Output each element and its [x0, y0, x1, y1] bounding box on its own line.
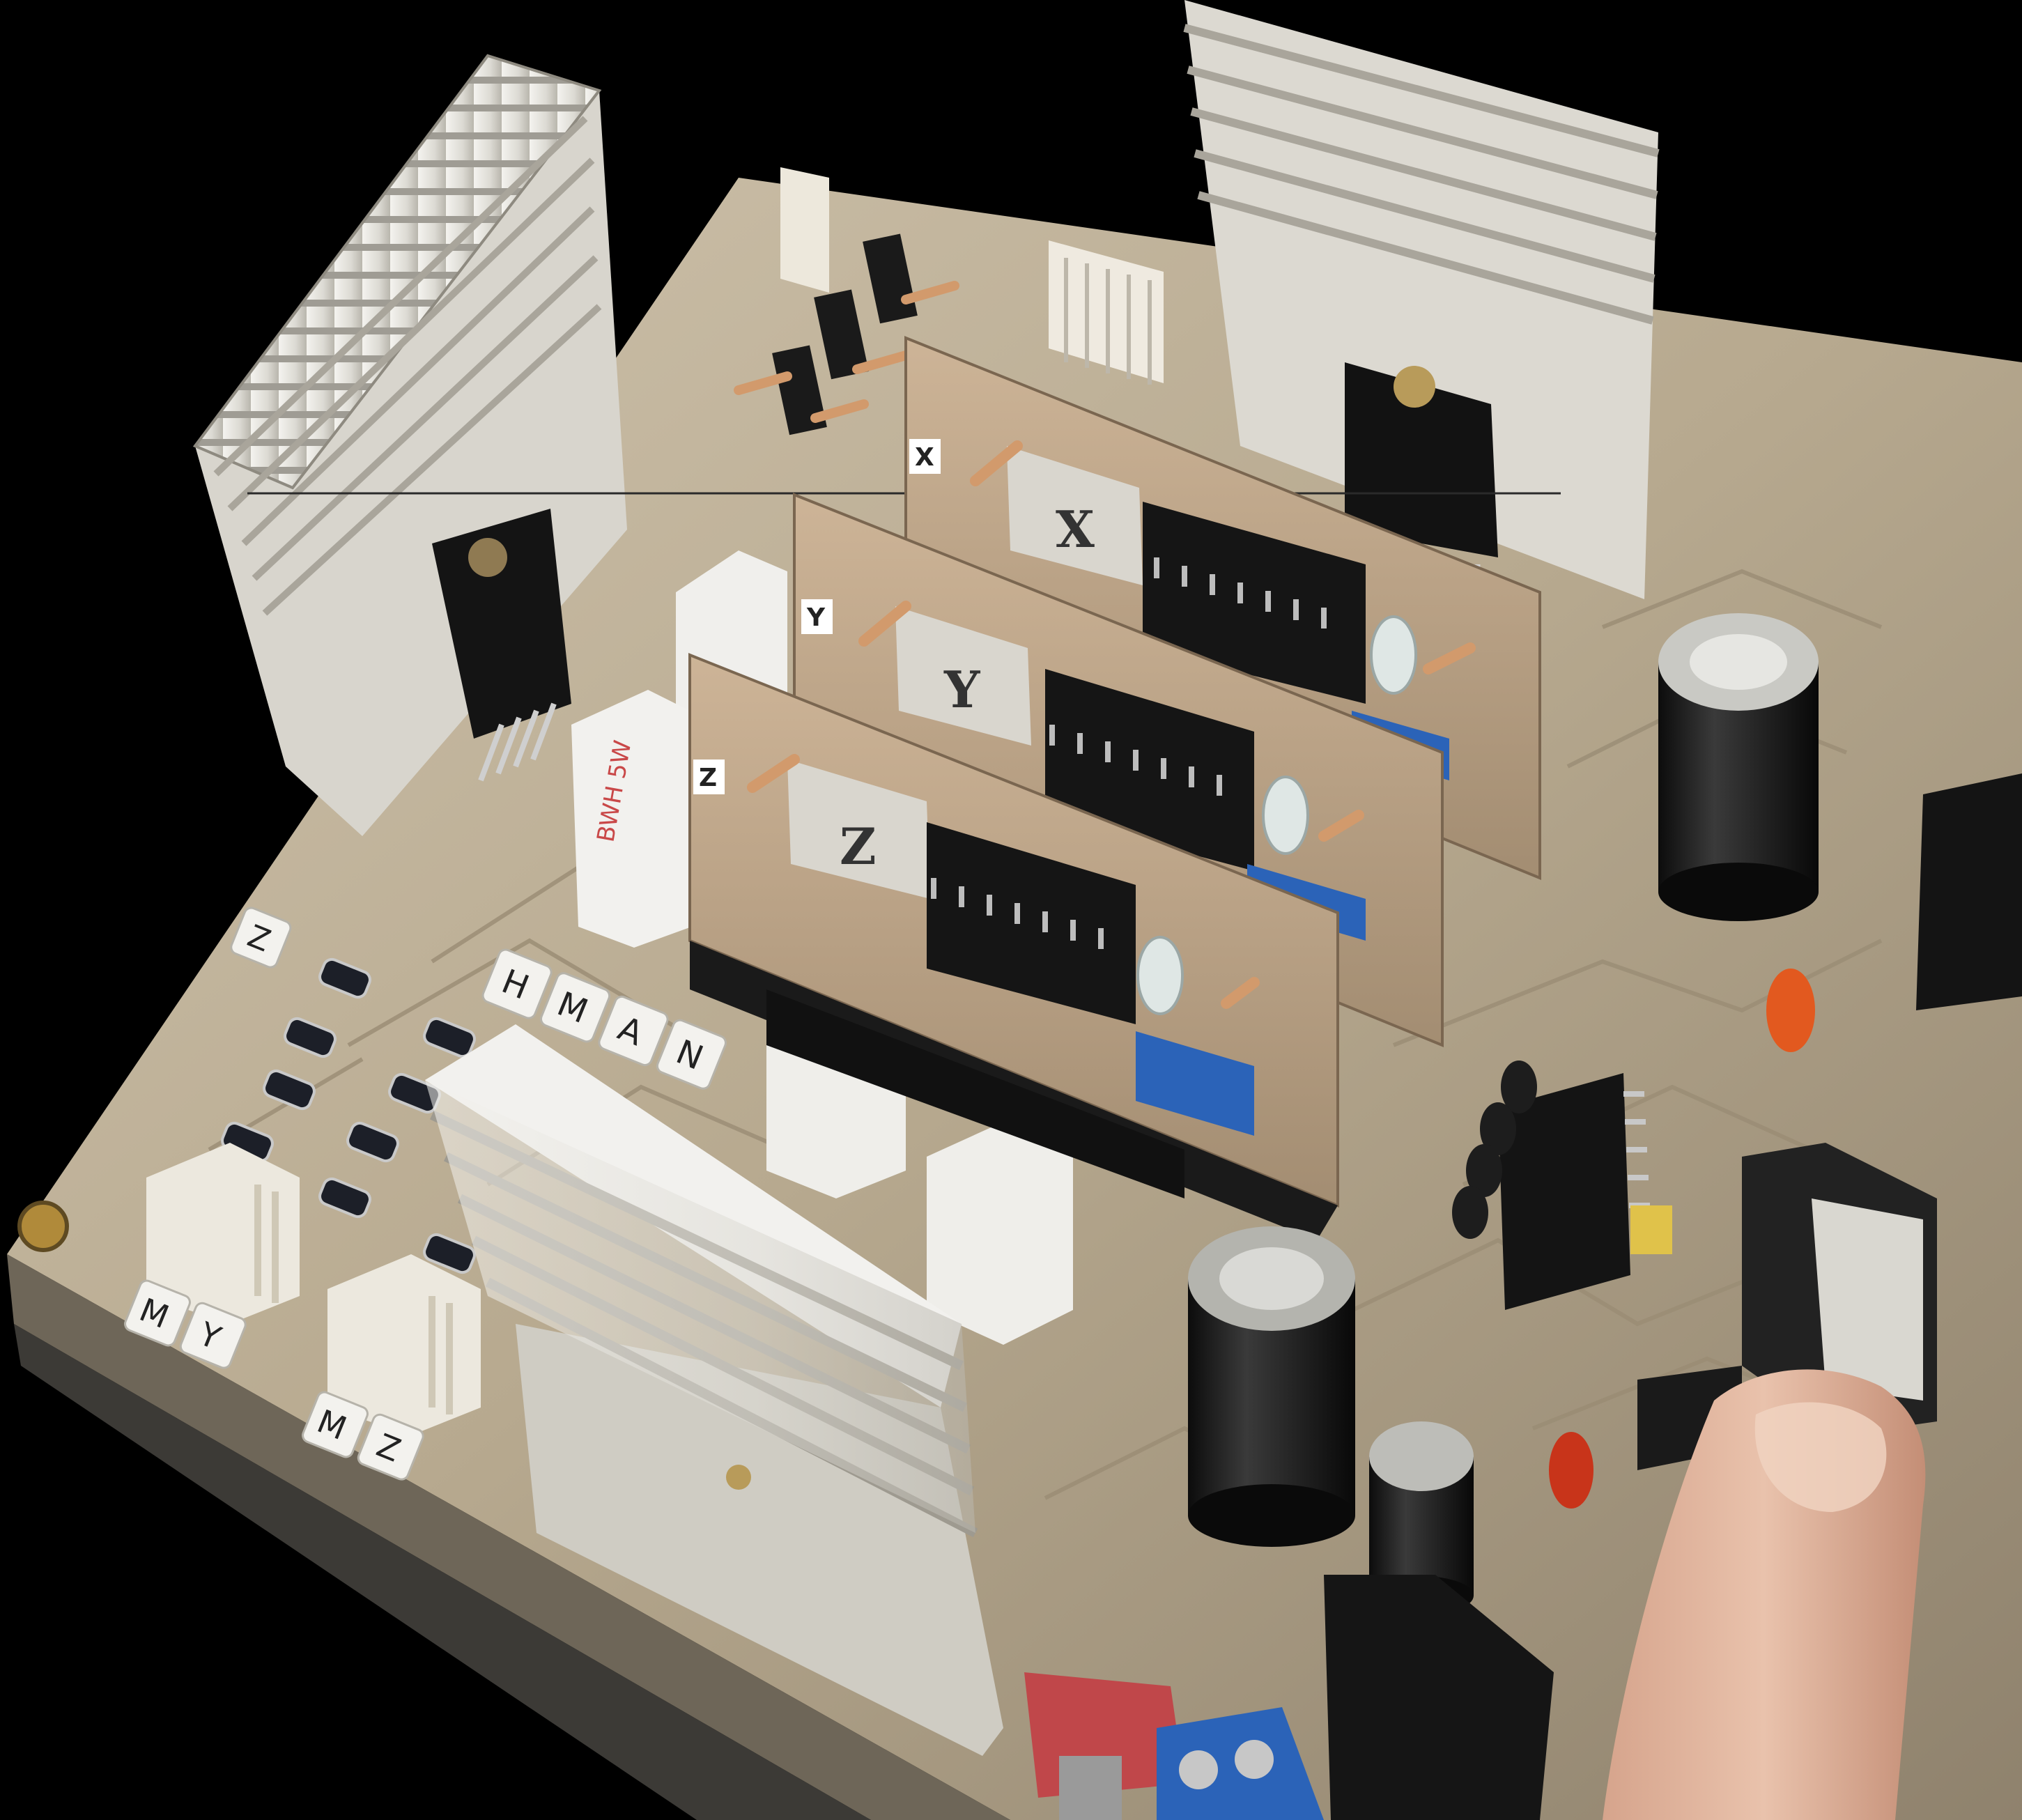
- module-y-silk-label: Y: [806, 603, 826, 632]
- module-z-silk-label: Z: [699, 764, 717, 792]
- yellow-capacitor: [1630, 1205, 1672, 1254]
- heatsink-front: [425, 1024, 1003, 1756]
- transistor-strip-top: [734, 167, 959, 435]
- diode-cluster: [221, 957, 476, 1274]
- voltage-regulator-right: [1916, 773, 2022, 1010]
- heatsink-left: [192, 54, 627, 836]
- driver-module-z: Z Z: [688, 653, 1339, 1240]
- electrolytic-capacitor-large-right: [1658, 613, 1819, 921]
- toggle-switch: [1024, 1672, 1184, 1820]
- letter-block-corner: Z: [230, 907, 292, 969]
- module-z-hand-label: Z: [840, 817, 877, 876]
- finger-holding-board: [1603, 1369, 1926, 1820]
- motor-connector-y: M Y: [124, 1143, 300, 1369]
- header-connector-top: [1049, 240, 1164, 385]
- black-box-capacitor: [1324, 1575, 1554, 1820]
- small-capacitors-row: [1452, 1061, 1537, 1239]
- power-resistor-right: [927, 1122, 1073, 1345]
- electrolytic-capacitor-large-center: [1188, 1226, 1355, 1547]
- red-led-right: [1549, 969, 1815, 1509]
- terminal-block: [1157, 1707, 1324, 1820]
- power-resistor-left-2: BWH 5W: [571, 690, 711, 948]
- module-x-silk-label: X: [915, 443, 934, 472]
- mounting-screw: [17, 1201, 69, 1252]
- module-y-hand-label: Y: [943, 660, 981, 719]
- heatsink-top-right: [1183, 0, 1660, 613]
- module-x-hand-label: X: [1056, 500, 1095, 559]
- motor-connector-z: M Z: [302, 1254, 481, 1481]
- letter-blocks-mode: H M A N: [481, 948, 727, 1090]
